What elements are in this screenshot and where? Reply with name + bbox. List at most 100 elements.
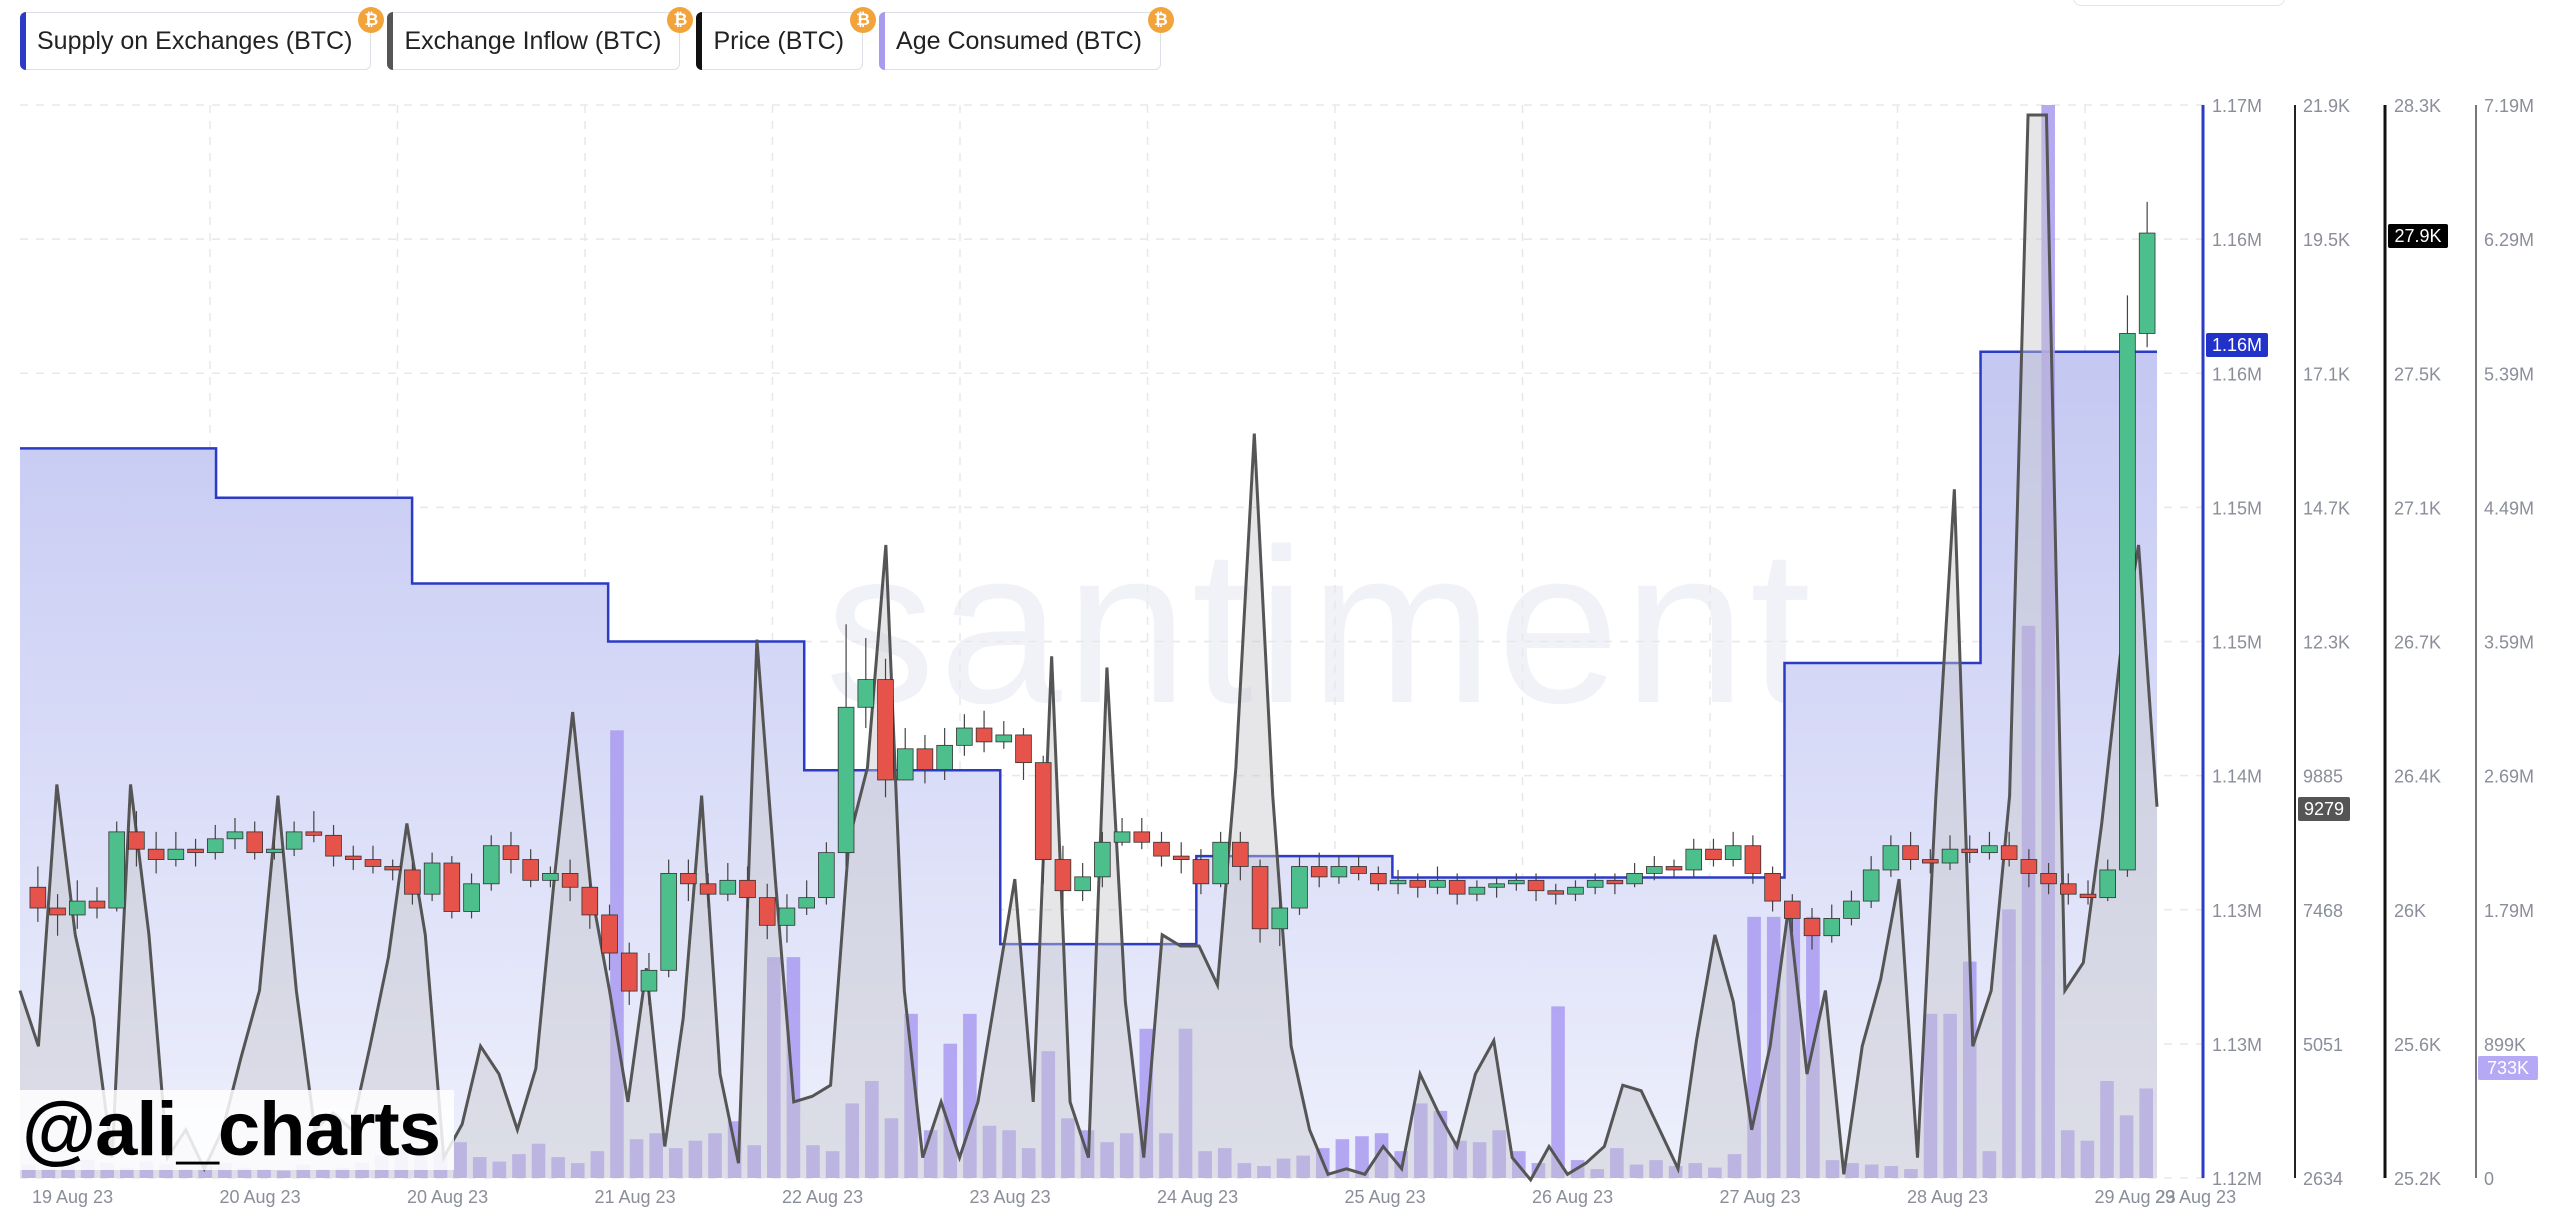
age-consumed-bar bbox=[1982, 1151, 1997, 1178]
axis-tick-label: 1.17M bbox=[2212, 96, 2262, 116]
candle-body bbox=[147, 848, 165, 860]
candle-body bbox=[719, 879, 737, 895]
axis-tick-label: 28.3K bbox=[2394, 96, 2441, 116]
x-tick-label: 29 Aug 23 bbox=[2095, 1187, 2176, 1207]
axis-supply: 1.17M 1.16M 1.16M 1.15M 1.15M 1.14M 1.13M 1.13M… bbox=[2201, 96, 2262, 1189]
age-consumed-bar bbox=[2119, 1115, 2134, 1178]
age-consumed-bar bbox=[904, 1013, 918, 1178]
x-tick-label: 29 Aug 23 bbox=[2155, 1187, 2236, 1207]
age-consumed-bar bbox=[1061, 1118, 1075, 1178]
age-consumed-bar bbox=[1727, 1154, 1742, 1178]
age-consumed-bar bbox=[825, 1151, 840, 1178]
candle-body bbox=[1508, 879, 1525, 885]
candle-body bbox=[778, 907, 796, 926]
current-value-badge: 733K bbox=[2478, 1056, 2538, 1080]
age-consumed-bar bbox=[1355, 1136, 1369, 1178]
axis-tick-label: 26.4K bbox=[2394, 767, 2441, 787]
age-consumed-bar bbox=[1159, 1133, 1173, 1178]
age-consumed-bar bbox=[453, 1142, 467, 1178]
age-consumed-bar bbox=[1413, 1103, 1428, 1178]
legend-chip-supply[interactable]: Supply on Exchanges (BTC) ₿ bbox=[20, 7, 385, 70]
axis-tick-label: 25.6K bbox=[2394, 1035, 2441, 1055]
candle-body bbox=[739, 879, 756, 899]
age-consumed-bar bbox=[41, 1169, 56, 1178]
candle-body bbox=[1389, 879, 1407, 885]
age-consumed-bar bbox=[1217, 1148, 1232, 1178]
age-consumed-bar bbox=[1492, 1130, 1507, 1178]
legend-chip-price[interactable]: Price (BTC) ₿ bbox=[696, 7, 877, 70]
candle-body bbox=[542, 873, 559, 881]
age-consumed-bar bbox=[1296, 1155, 1310, 1178]
badge-text: 9279 bbox=[2304, 799, 2344, 819]
candle-body bbox=[1843, 900, 1860, 919]
age-consumed-bar bbox=[884, 1118, 899, 1178]
age-consumed-bar bbox=[1041, 1051, 1056, 1178]
age-consumed-bar bbox=[1551, 1006, 1565, 1178]
candle-body bbox=[877, 679, 894, 781]
candle-body bbox=[206, 838, 224, 854]
candle-body bbox=[29, 886, 47, 909]
badge-bg bbox=[2388, 224, 2448, 248]
age-consumed-bar bbox=[1923, 1013, 1938, 1178]
candle-body bbox=[443, 862, 461, 912]
axis-tick-label: 7.19M bbox=[2484, 96, 2534, 116]
candle-body bbox=[522, 859, 539, 881]
candle-body bbox=[463, 883, 480, 912]
axis-tick-label: 2634 bbox=[2303, 1169, 2343, 1189]
age-consumed-bar bbox=[2139, 1088, 2153, 1178]
bitcoin-icon: ₿ bbox=[850, 7, 877, 33]
age-consumed-bar bbox=[492, 1161, 507, 1178]
candle-body bbox=[1488, 883, 1505, 888]
candle-body bbox=[1527, 879, 1545, 892]
candle-body bbox=[1113, 831, 1131, 843]
candle-body bbox=[896, 748, 914, 781]
age-consumed-bar bbox=[1688, 1163, 1703, 1178]
age-consumed-bar bbox=[1453, 1140, 1467, 1178]
legend-chip-inflow[interactable]: Exchange Inflow (BTC) ₿ bbox=[387, 7, 694, 70]
candle-body bbox=[2000, 845, 2018, 860]
candle-body bbox=[88, 900, 106, 909]
age-consumed-bar bbox=[1649, 1160, 1663, 1178]
current-value-badge: 27.9K bbox=[2388, 224, 2448, 248]
age-consumed-bar bbox=[257, 1169, 271, 1178]
candle-body bbox=[1724, 845, 1742, 860]
candle-body bbox=[1626, 873, 1643, 885]
axis-tick-label: 7468 bbox=[2303, 901, 2343, 921]
age-consumed-bar bbox=[649, 1133, 663, 1178]
candle-body bbox=[699, 883, 717, 895]
candle-body bbox=[1054, 859, 1072, 892]
candle-body bbox=[1784, 900, 1801, 919]
candle-body bbox=[1862, 869, 1880, 902]
axis-tick-label: 0 bbox=[2484, 1169, 2494, 1189]
candle-body bbox=[1665, 866, 1683, 871]
axis-tick-label: 1.15M bbox=[2212, 633, 2262, 653]
age-consumed-bar bbox=[61, 1166, 75, 1178]
candle-body bbox=[818, 852, 835, 899]
age-consumed-bar bbox=[178, 1169, 193, 1178]
candle-body bbox=[1646, 866, 1663, 874]
age-consumed-bar bbox=[786, 957, 801, 1178]
supply-area bbox=[20, 351, 2157, 1178]
legend-color-bar bbox=[696, 12, 703, 70]
candle-body bbox=[857, 679, 875, 708]
bitcoin-icon: ₿ bbox=[358, 7, 385, 33]
age-consumed-bar bbox=[512, 1154, 526, 1178]
candle-body bbox=[1744, 845, 1762, 874]
inflow-area bbox=[20, 115, 2157, 1180]
axis-price: 28.3K 27.9K 27.5K 27.1K 26.7K 26.4K 26K 25.6K 25… bbox=[2383, 96, 2441, 1189]
candle-body bbox=[187, 848, 204, 854]
x-tick-label: 19 Aug 23 bbox=[32, 1187, 113, 1207]
age-consumed-bar bbox=[1021, 1148, 1036, 1178]
age-consumed-bar bbox=[1668, 1166, 1683, 1178]
axis-tick-label: 12.3K bbox=[2303, 633, 2350, 653]
age-consumed-bar bbox=[316, 1169, 330, 1178]
candle-body bbox=[956, 727, 973, 746]
age-consumed-bar bbox=[2002, 909, 2016, 1178]
legend-chip-age[interactable]: Age Consumed (BTC) ₿ bbox=[879, 7, 1174, 70]
x-tick-label: 22 Aug 23 bbox=[782, 1187, 863, 1207]
x-tick-label: 20 Aug 23 bbox=[407, 1187, 488, 1207]
candle-body bbox=[798, 897, 815, 909]
age-consumed-bar bbox=[1002, 1130, 1016, 1178]
age-consumed-bar bbox=[610, 730, 624, 1178]
